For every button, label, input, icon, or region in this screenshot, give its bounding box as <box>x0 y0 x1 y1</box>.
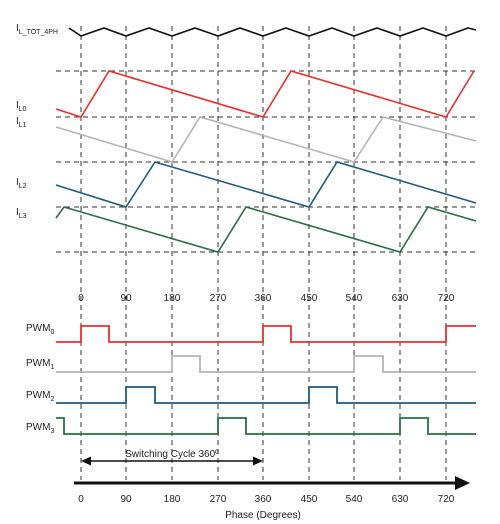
vertical-grid <box>80 26 447 480</box>
label-pwm1: PWM1 <box>26 358 54 371</box>
label-phase3-current: IL3 <box>16 207 27 220</box>
axis-tick-label: 450 <box>301 494 318 505</box>
label-pwm0: PWM0 <box>26 323 54 336</box>
tick-label: 270 <box>210 293 227 304</box>
axis-tick-label: 630 <box>392 494 409 505</box>
tick-label: 0 <box>78 293 84 304</box>
label-pwm2: PWM2 <box>26 390 54 403</box>
axis-tick-label: 720 <box>438 494 455 505</box>
label-pwm3: PWM3 <box>26 422 54 435</box>
horizontal-grid <box>56 70 476 253</box>
label-total-current: IL_TOT_4PH <box>16 23 58 36</box>
axis-tick-label: 90 <box>120 494 132 505</box>
axis-tick-label: 360 <box>255 494 272 505</box>
switching-cycle-label: Switching Cycle 360º <box>125 449 219 460</box>
axis-tick-label: 180 <box>164 494 181 505</box>
label-phase0-current: IL0 <box>16 100 27 113</box>
tick-label: 630 <box>392 293 409 304</box>
cycle-arrow-head-right <box>253 456 263 466</box>
tick-label: 540 <box>346 293 363 304</box>
pwm3-waveform <box>56 417 476 435</box>
axis-tick-label: 270 <box>210 494 227 505</box>
x-axis-label: Phase (Degrees) <box>225 510 301 521</box>
phase-axis-arrowhead <box>455 476 470 490</box>
pwm2-waveform <box>56 386 476 404</box>
label-phase2-current: IL2 <box>16 177 27 190</box>
tick-label: 450 <box>301 293 318 304</box>
tick-label: 90 <box>120 293 132 304</box>
phase2-current-waveform <box>55 161 477 208</box>
phase-tick-labels: 0 90 180 270 360 450 540 630 720 <box>78 293 455 304</box>
cycle-arrow-head-left <box>81 456 91 466</box>
axis-tick-labels: 0 90 180 270 360 450 540 630 720 <box>78 494 455 505</box>
phase1-current-waveform <box>55 116 477 163</box>
tick-label: 720 <box>438 293 455 304</box>
tick-label: 360 <box>255 293 272 304</box>
pwm1-waveform <box>56 355 476 373</box>
phase-axis <box>74 476 470 490</box>
phase3-current-waveform <box>55 206 477 253</box>
switching-cycle-arrow: Switching Cycle 360º <box>81 449 263 466</box>
axis-tick-label: 540 <box>346 494 363 505</box>
axis-tick-label: 0 <box>78 494 84 505</box>
phase0-current-waveform <box>55 70 475 118</box>
pwm0-waveform <box>56 325 476 343</box>
label-phase1-current: IL1 <box>16 116 27 129</box>
tick-label: 180 <box>164 293 181 304</box>
total-current-waveform <box>68 27 477 37</box>
